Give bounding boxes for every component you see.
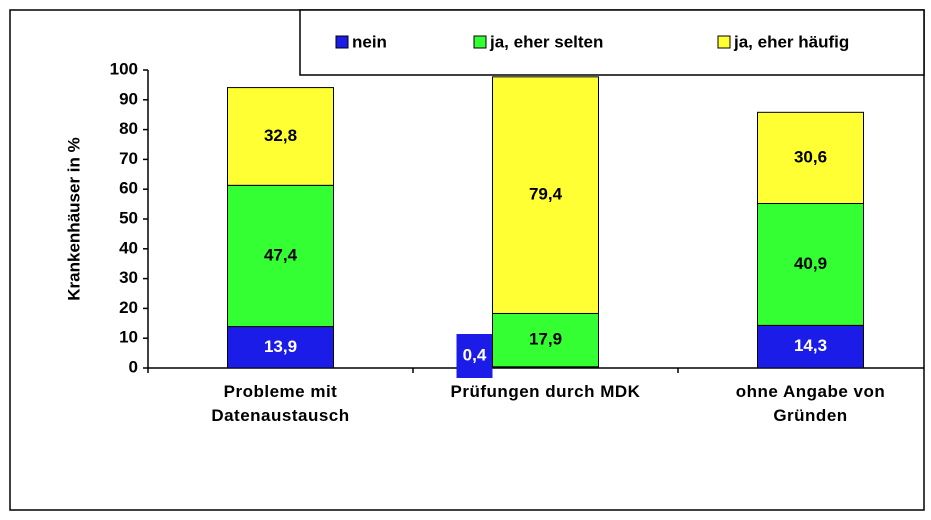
y-tick-label: 40	[119, 238, 138, 257]
y-tick-label: 30	[119, 268, 138, 287]
y-tick-label: 20	[119, 298, 138, 317]
legend-label: ja, eher selten	[489, 32, 603, 51]
bar-segment	[757, 324, 864, 369]
value-label: 17,9	[529, 330, 562, 349]
y-tick-label: 80	[119, 119, 138, 138]
x-tick-label: ohne Angabe von Gründen	[735, 382, 886, 425]
legend-label: nein	[352, 32, 387, 51]
legend-swatch	[335, 35, 349, 49]
value-label-box	[456, 334, 493, 378]
legend-swatch	[717, 35, 731, 49]
value-label: 13,9	[264, 337, 297, 356]
y-tick-label: 90	[119, 89, 138, 108]
bar-segment	[227, 184, 334, 328]
legend-label: ja, eher häufig	[733, 32, 849, 51]
value-label: 40,9	[794, 254, 827, 273]
y-tick-label: 100	[110, 59, 138, 78]
bar-segment	[757, 111, 864, 205]
legend-box	[299, 9, 925, 76]
value-label: 0,4	[463, 345, 487, 364]
bar-segment	[757, 203, 864, 326]
value-label: 30,6	[794, 147, 827, 166]
y-tick-label: 50	[119, 208, 138, 227]
bar-segment	[227, 326, 334, 369]
bar-segment	[227, 87, 334, 186]
bar-segment	[492, 76, 599, 314]
x-tick-label: Probleme mit Datenaustausch	[211, 382, 350, 425]
x-tick-label: Prüfungen durch MDK	[450, 382, 641, 401]
y-axis-label: Krankenhäuser in %	[64, 137, 83, 300]
y-tick-label: 70	[119, 149, 138, 168]
y-tick-label: 0	[129, 357, 138, 376]
legend-swatch	[473, 35, 487, 49]
value-label: 79,4	[529, 185, 563, 204]
bar-segment	[492, 312, 599, 368]
value-label: 47,4	[264, 245, 298, 264]
value-label: 14,3	[794, 336, 827, 355]
y-tick-label: 60	[119, 179, 138, 198]
y-tick-label: 10	[119, 328, 138, 347]
value-label: 32,8	[264, 126, 297, 145]
